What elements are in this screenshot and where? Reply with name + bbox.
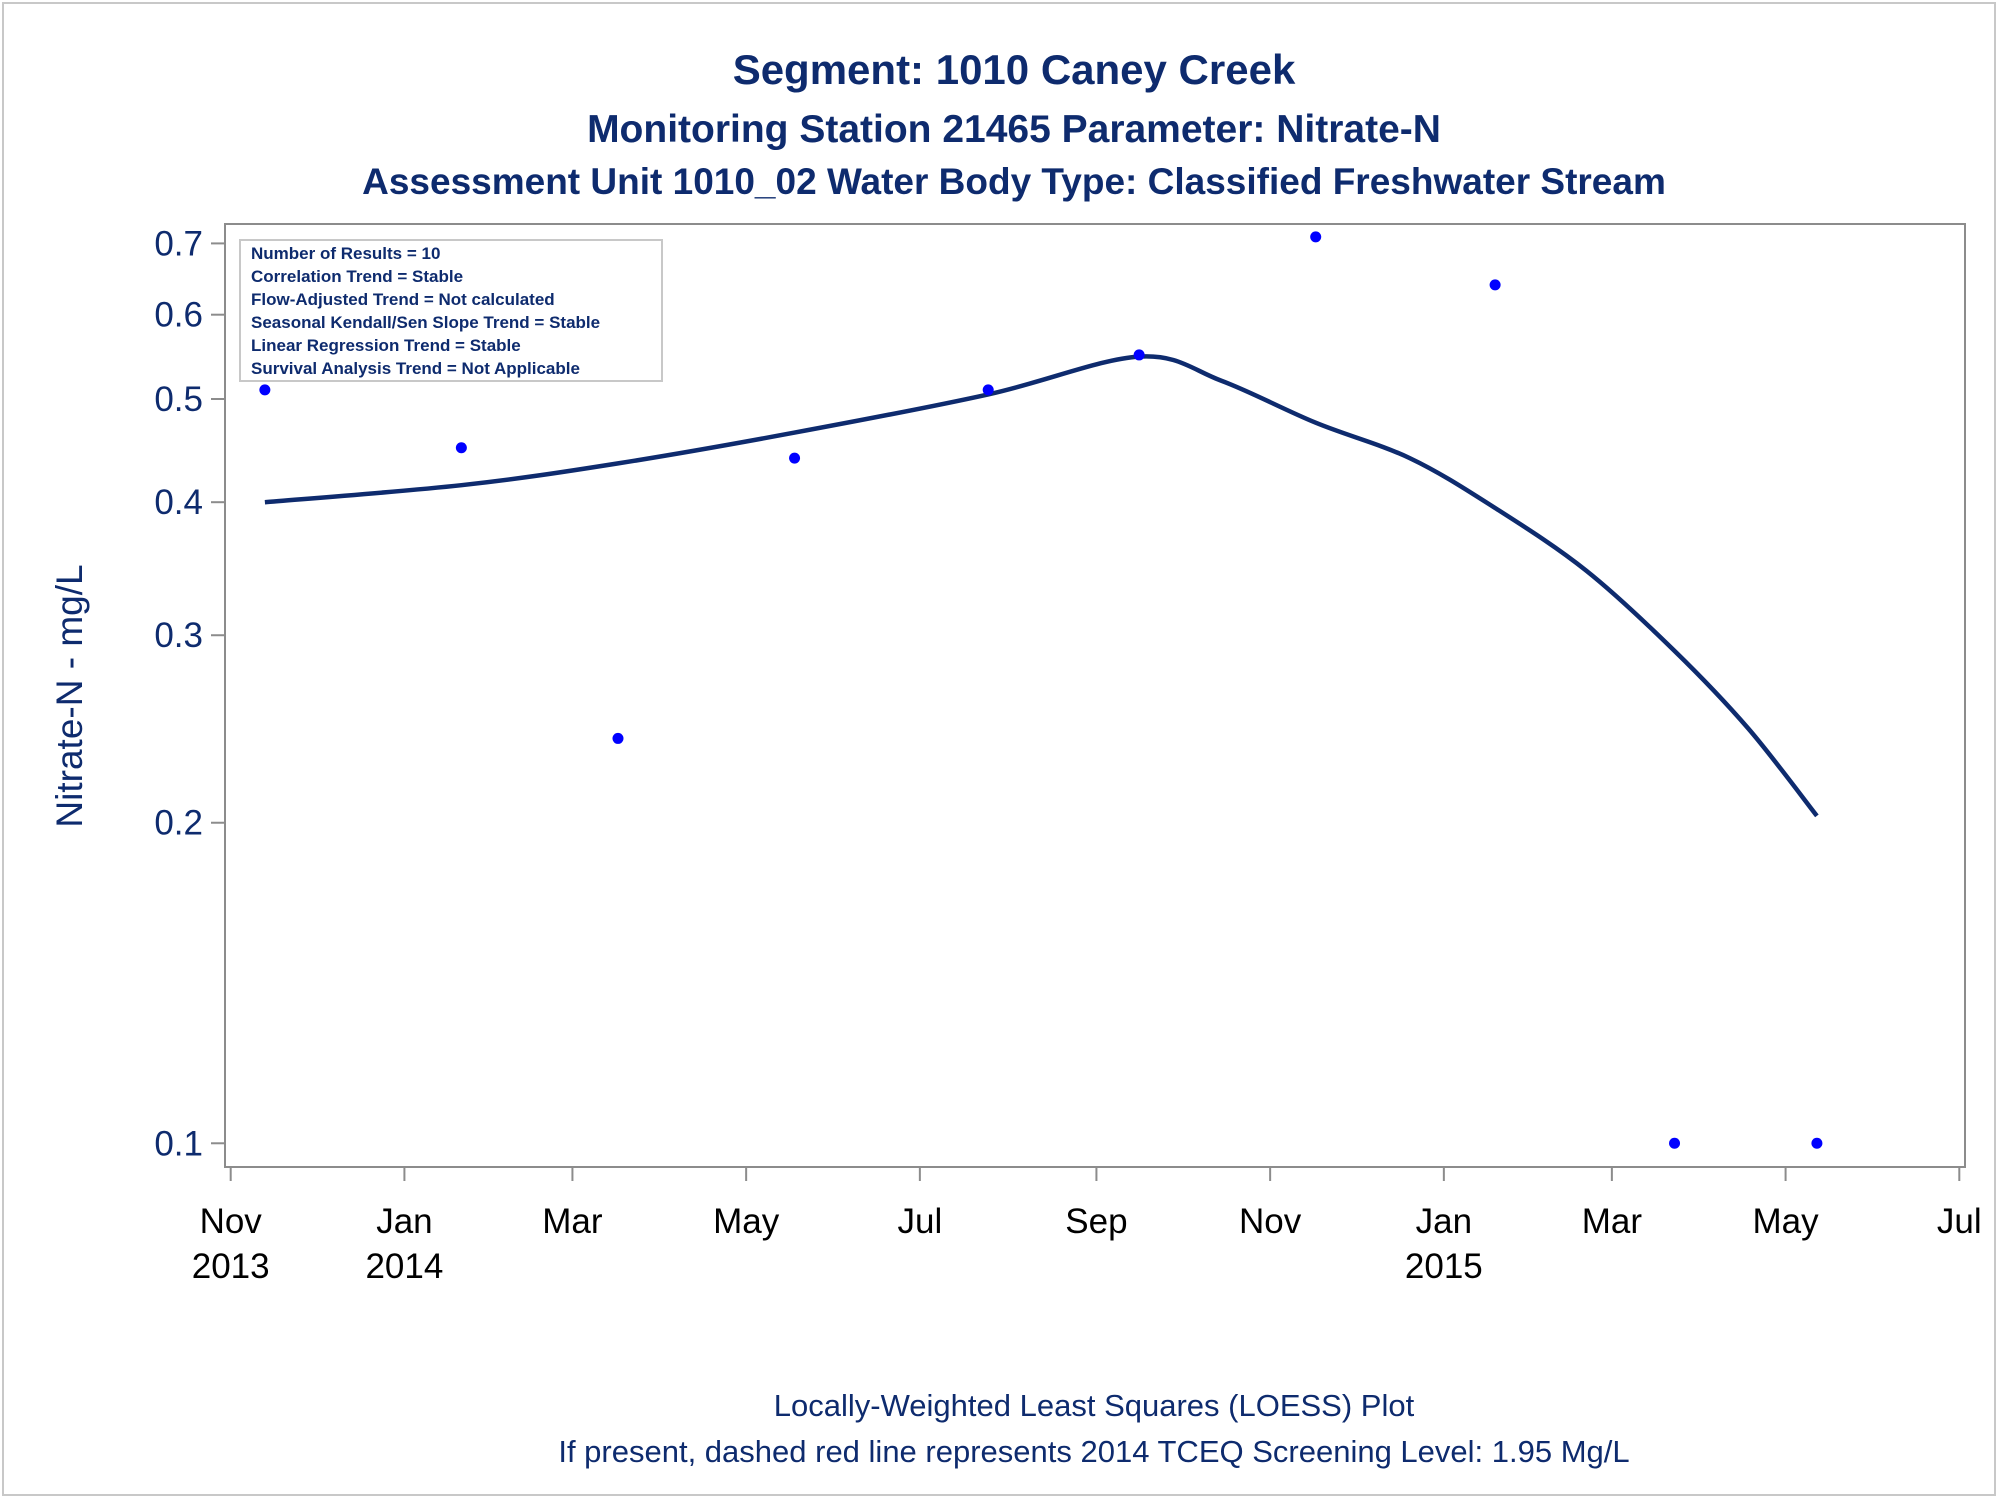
y-tick-label: 0.1 <box>154 1124 203 1163</box>
x-tick-label: Jan <box>376 1202 432 1241</box>
inset-border <box>239 239 663 382</box>
x-axis: Nov 2013 Jan 2014 Mar May Jul Sep Nov Jan 2015 Mar M… <box>192 1167 1982 1286</box>
title-line-2: Monitoring Station 21465 Parameter: Nitr… <box>587 108 1441 151</box>
y-axis: 0.1 0.2 0.3 0.4 0.5 0.6 0.7 <box>154 224 225 1163</box>
inset-line-linear-regression: Linear Regression Trend = Stable <box>251 336 521 355</box>
inset-line-flow-adjusted: Flow-Adjusted Trend = Not calculated <box>251 290 555 309</box>
x-tick-label: Sep <box>1065 1202 1127 1241</box>
data-points <box>259 231 1823 1149</box>
inset-line-seasonal-kendall: Seasonal Kendall/Sen Slope Trend = Stabl… <box>251 313 600 332</box>
footnotes: Locally-Weighted Least Squares (LOESS) P… <box>558 1388 1629 1469</box>
x-tick-year-label: 2015 <box>1405 1247 1483 1286</box>
y-axis-label: Nitrate-N - mg/L <box>49 564 90 827</box>
y-tick-label: 0.3 <box>154 616 203 655</box>
footnote-line-1: Locally-Weighted Least Squares (LOESS) P… <box>774 1388 1415 1423</box>
data-point <box>1811 1137 1823 1149</box>
footnote-line-2: If present, dashed red line represents 2… <box>558 1434 1629 1469</box>
inset-line-correlation: Correlation Trend = Stable <box>251 267 463 286</box>
x-tick-label: Jan <box>1416 1202 1472 1241</box>
chart-titles: Segment: 1010 Caney Creek Monitoring Sta… <box>362 46 1666 202</box>
trend-inset-box: Number of Results = 10 Correlation Trend… <box>239 239 663 382</box>
x-tick-label: May <box>1753 1202 1820 1241</box>
y-tick-label: 0.4 <box>154 483 203 522</box>
x-tick-label: Nov <box>1239 1202 1302 1241</box>
y-tick-label: 0.5 <box>154 380 203 419</box>
x-tick-label: Nov <box>200 1202 263 1241</box>
data-point <box>1669 1137 1681 1149</box>
title-line-3: Assessment Unit 1010_02 Water Body Type:… <box>362 161 1666 202</box>
series-group <box>259 231 1823 1149</box>
data-point <box>1310 231 1322 243</box>
y-tick-label: 0.6 <box>154 296 203 335</box>
data-point <box>789 452 801 464</box>
x-tick-label: Mar <box>542 1202 603 1241</box>
x-tick-label: Jul <box>897 1202 942 1241</box>
x-tick-label: May <box>713 1202 780 1241</box>
data-point <box>259 384 271 396</box>
x-tick-year-label: 2014 <box>365 1247 443 1286</box>
chart-svg: Segment: 1010 Caney Creek Monitoring Sta… <box>49 46 1982 1469</box>
plot-area <box>224 223 1966 1168</box>
data-point <box>982 384 994 396</box>
y-tick-label: 0.2 <box>154 804 203 843</box>
inset-line-results: Number of Results = 10 <box>251 244 440 263</box>
title-line-1: Segment: 1010 Caney Creek <box>733 46 1296 93</box>
data-point <box>455 442 467 454</box>
data-point <box>1133 349 1145 361</box>
x-tick-label: Jul <box>1937 1202 1982 1241</box>
loess-trend-line <box>264 354 1819 818</box>
y-tick-label: 0.7 <box>154 224 203 263</box>
x-tick-label: Mar <box>1582 1202 1643 1241</box>
inset-line-survival: Survival Analysis Trend = Not Applicable <box>251 359 580 378</box>
data-point <box>612 732 624 744</box>
data-point <box>1489 279 1501 291</box>
x-tick-year-label: 2013 <box>192 1247 270 1286</box>
